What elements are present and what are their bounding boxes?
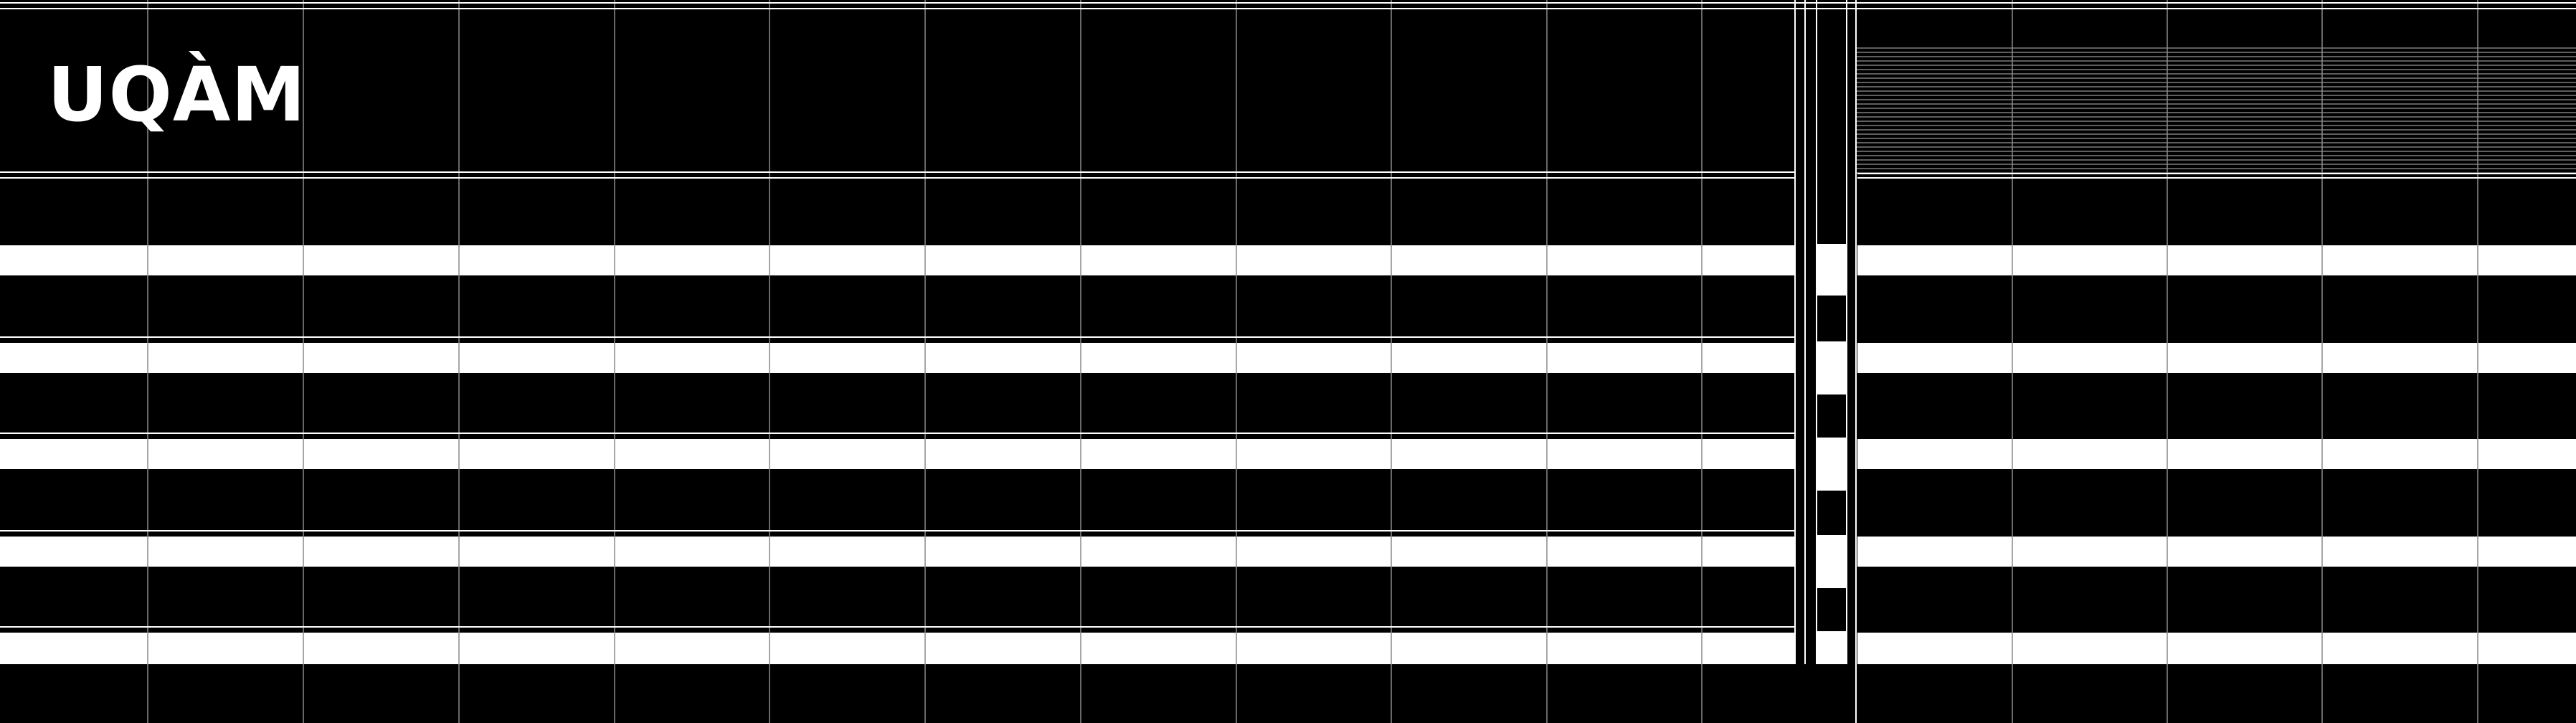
white-stripe [0,439,1794,469]
hatched-area [1856,47,2576,174]
vertical-grid-lines [147,0,2478,723]
band-square [1817,244,1846,296]
white-stripe [0,633,1794,664]
white-stripe [1857,537,2576,567]
band-square [1817,535,1846,588]
white-stripe [0,245,1794,275]
white-stripe [1857,633,2576,664]
band-square [1817,438,1846,491]
white-stripe [0,537,1794,567]
band-square [1817,341,1846,394]
band-square [1817,631,1846,664]
uqam-logo: UQÀM [47,36,313,143]
white-stripe [1857,439,2576,469]
white-stripe [1857,343,2576,373]
logo-wordmark: UQÀM [47,51,306,138]
white-stripe [1857,245,2576,275]
white-stripe [0,343,1794,373]
